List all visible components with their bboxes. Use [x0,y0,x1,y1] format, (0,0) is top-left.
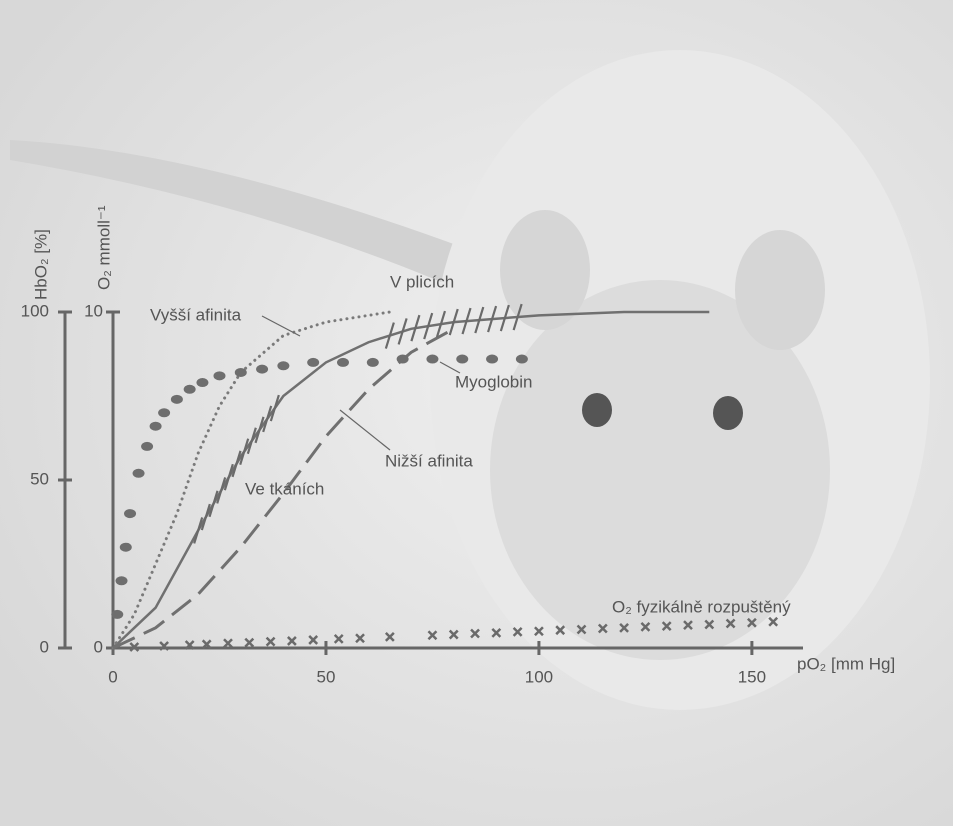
series-dot [170,394,183,404]
x-tick-label: 50 [317,667,336,686]
series-dot [132,468,145,478]
series-dot [515,354,528,364]
series-dot [141,441,154,451]
leader-line [339,409,391,451]
y2-axis-title: O₂ mmoll⁻¹ [94,205,113,290]
rat-head [490,280,830,660]
series-cross [184,640,195,650]
x-tick-label: 150 [738,667,766,686]
series-cross [534,626,544,637]
leader-line [261,315,301,337]
y-axis-title: HbO₂ [%] [31,229,50,300]
series-cross [704,619,715,630]
series-cross [265,636,276,647]
series-dot [111,609,124,619]
series-cross [576,624,587,635]
series-cross [661,621,672,632]
y-tick-label: 100 [21,301,49,320]
series-cross [129,642,140,652]
series-cross [201,639,212,650]
annotation: Ve tkáních [245,479,324,498]
rat-eye [582,393,612,427]
series-dot [307,357,320,367]
rat-eye [713,396,743,430]
series-dot [196,378,209,388]
series-label: Nižší afinita [385,451,473,470]
y-tick-label: 50 [30,469,49,488]
series-dot [183,384,196,394]
series-cross [448,629,459,640]
series-dot [149,421,162,431]
series-cross [308,635,319,645]
series-cross [491,627,502,638]
series-cross [597,623,608,634]
series-dot [456,354,469,364]
series-dot [426,354,439,364]
x-axis-title: pO₂ [mm Hg] [797,654,895,673]
series-dot [234,367,247,377]
y2-tick-label: 10 [84,301,103,320]
series-cross [512,626,523,637]
x-tick-label: 100 [525,667,553,686]
series-cross [244,637,255,648]
series-cross [355,633,365,644]
rat-ear [735,230,825,350]
range-hatch [384,303,523,349]
series-dot [119,542,132,552]
series-dot [115,576,128,586]
series-cross [333,634,344,644]
series-dot [256,364,269,374]
rat-ear [500,210,590,330]
series-dot [366,357,379,367]
series-cross [223,638,233,649]
series-dot [124,509,137,519]
series-cross [747,617,757,628]
series-cross [768,616,779,627]
series-cross [287,636,297,646]
series-dot [213,371,226,381]
series-dot [277,361,290,371]
series-cross [640,621,651,632]
series-cross [725,618,736,629]
series-cross [159,641,169,651]
series-cross [555,625,566,636]
series-cross [470,628,480,639]
series-label: Myoglobin [455,372,533,391]
series-cross [427,630,438,641]
series-cross [683,620,693,631]
series-label: Vyšší afinita [150,305,242,324]
x-tick-label: 0 [108,667,117,686]
annotation: V plicích [390,272,454,291]
series-label: O₂ fyzikálně rozpuštěný [612,597,791,616]
range-hatch [193,394,280,544]
series-line [111,310,392,650]
series-cross [384,632,395,642]
y-tick-label: 0 [40,637,49,656]
series-dot [337,357,349,367]
rat-tail [10,140,470,290]
leader-line [439,361,461,374]
series-dot [158,408,171,418]
y2-tick-label: 0 [94,637,103,656]
series-dot [486,354,499,364]
series-cross [619,622,629,633]
series-dot [396,354,409,364]
